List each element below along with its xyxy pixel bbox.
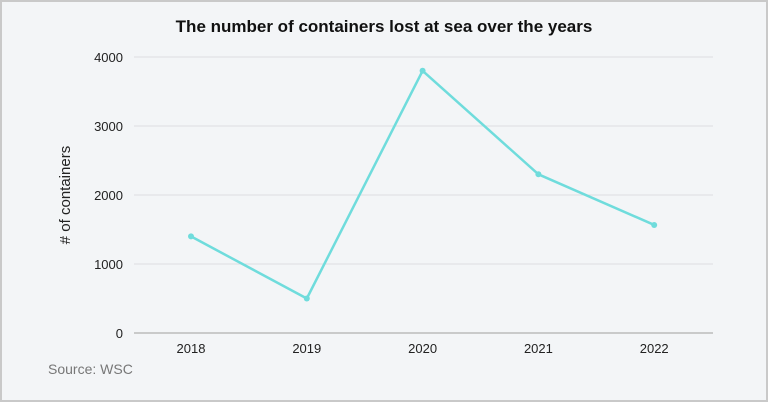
x-tick-label: 2020: [408, 341, 437, 356]
data-point: [188, 233, 194, 240]
x-tick-label: 2022: [640, 341, 669, 356]
y-tick-label: 0: [116, 326, 123, 341]
y-axis-label: # of containers: [57, 146, 74, 244]
y-tick-label: 1000: [94, 257, 123, 272]
data-point: [651, 221, 658, 228]
y-tick-label: 2000: [94, 188, 123, 203]
y-tick-label: 3000: [94, 119, 123, 134]
chart-title: The number of containers lost at sea ove…: [175, 17, 593, 36]
data-point: [303, 295, 310, 302]
x-tick-label: 2019: [292, 341, 321, 356]
x-tick-label: 2021: [524, 341, 553, 356]
x-tick-label: 2018: [177, 341, 206, 356]
y-tick-label: 4000: [94, 50, 123, 65]
data-point: [419, 67, 426, 74]
data-point: [535, 171, 542, 178]
source-note: Source: WSC: [48, 361, 133, 377]
